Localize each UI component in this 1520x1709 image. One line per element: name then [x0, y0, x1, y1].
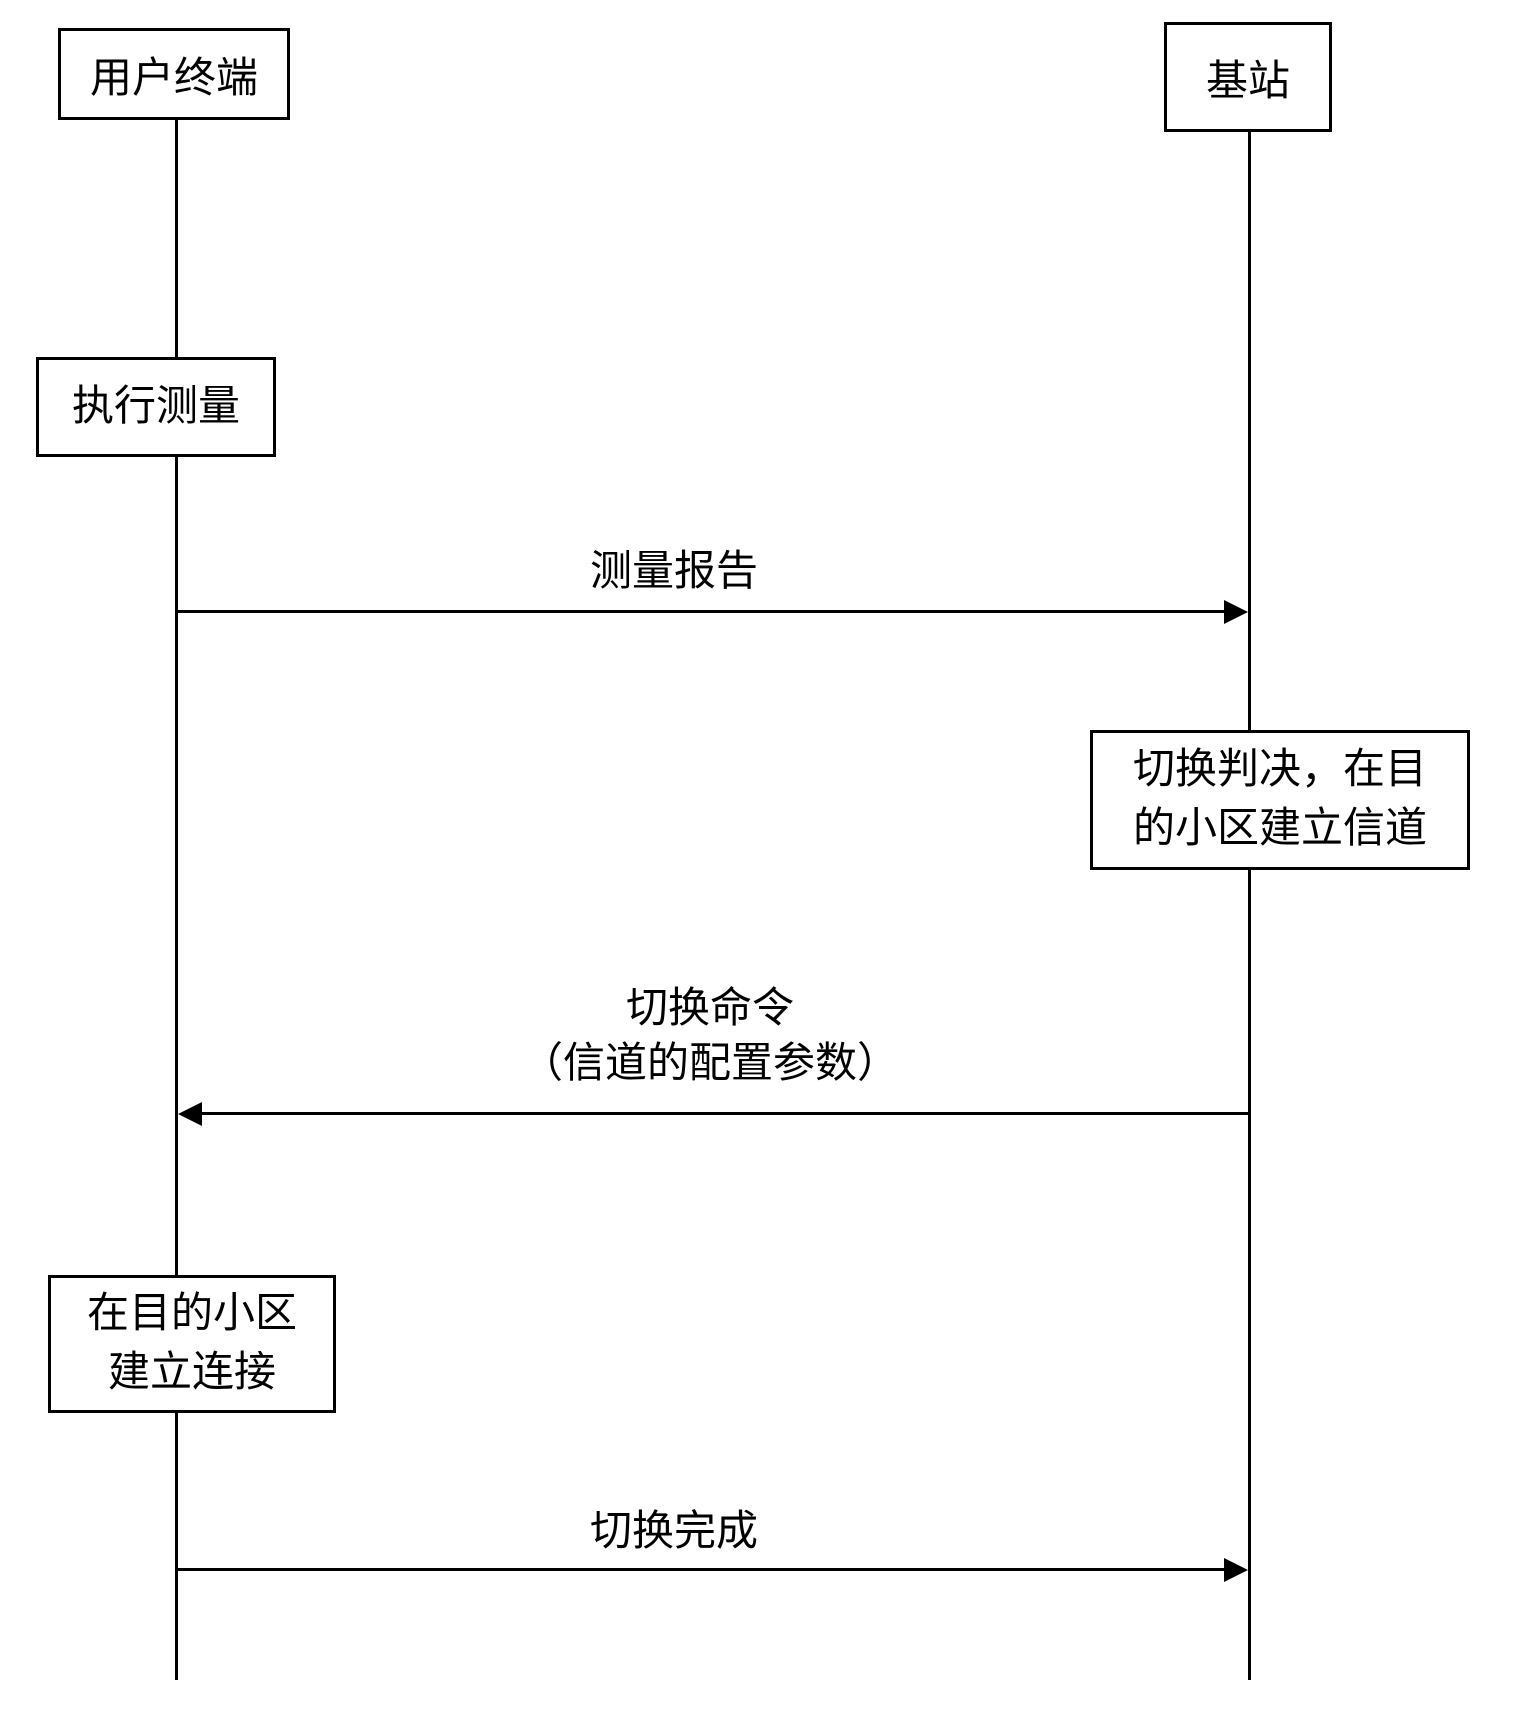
- activity-handover-decision: 切换判决，在目 的小区建立信道: [1090, 730, 1470, 870]
- message-handover-command-label: 切换命令 （信道的配置参数）: [500, 982, 920, 1091]
- activity-establish-connection: 在目的小区 建立连接: [48, 1275, 336, 1413]
- message-measurement-report-label: 测量报告: [590, 545, 758, 600]
- activity-perform-measurement-label: 执行测量: [72, 378, 240, 437]
- actor-user-terminal-label: 用户终端: [90, 44, 258, 105]
- message-measurement-report-arrow: [1224, 600, 1248, 624]
- lifeline-user-terminal: [175, 120, 178, 1680]
- sequence-diagram: 用户终端 基站 执行测量 测量报告 切换判决，在目 的小区建立信道 切换命令 （…: [0, 0, 1520, 1709]
- message-measurement-report-line: [178, 610, 1224, 613]
- actor-base-station-label: 基站: [1206, 47, 1290, 108]
- message-handover-complete-label: 切换完成: [590, 1505, 758, 1560]
- message-handover-command-arrow: [178, 1102, 202, 1126]
- activity-establish-connection-label: 在目的小区 建立连接: [87, 1285, 297, 1403]
- activity-perform-measurement: 执行测量: [36, 357, 276, 457]
- message-handover-complete-arrow: [1224, 1558, 1248, 1582]
- message-handover-command-sublabel: （信道的配置参数）: [521, 1041, 899, 1087]
- message-handover-complete-line: [178, 1568, 1224, 1571]
- lifeline-base-station: [1248, 132, 1251, 1680]
- actor-base-station: 基站: [1164, 22, 1332, 132]
- message-handover-command-line: [202, 1112, 1248, 1115]
- activity-handover-decision-label: 切换判决，在目 的小区建立信道: [1133, 741, 1427, 859]
- actor-user-terminal: 用户终端: [58, 28, 290, 120]
